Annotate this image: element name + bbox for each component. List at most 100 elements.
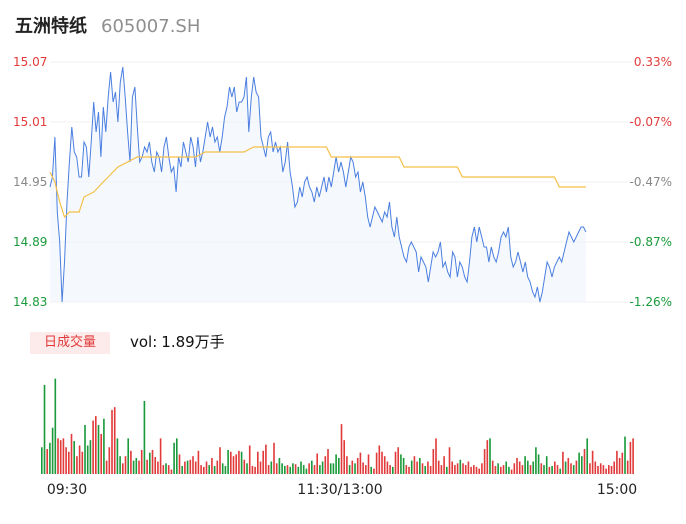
volume-bar — [205, 461, 208, 474]
volume-bar — [562, 451, 564, 474]
volume-bar — [146, 459, 148, 474]
volume-bar — [429, 465, 432, 474]
volume-bar — [408, 466, 410, 474]
volume-bar — [316, 453, 319, 474]
volume-bar — [621, 452, 624, 474]
volume-bar — [346, 456, 348, 474]
volume-bar — [70, 433, 73, 474]
volume-bar — [275, 463, 278, 474]
volume-bar — [95, 416, 97, 474]
volume-bar — [554, 461, 556, 474]
volume-bar — [197, 450, 200, 474]
volume-bar — [173, 442, 175, 474]
price-tick-label: 14.83 — [13, 295, 47, 309]
volume-bar — [192, 456, 194, 474]
volume-bar — [338, 457, 340, 474]
volume-bar — [335, 454, 337, 474]
volume-bar — [456, 463, 459, 474]
time-tick-label: 09:30 — [47, 482, 87, 498]
volume-bars — [41, 378, 634, 474]
volume-bar — [41, 447, 43, 474]
volume-bar — [405, 465, 408, 474]
volume-bar — [281, 463, 283, 474]
price-area-fill — [50, 67, 586, 302]
volume-bar — [259, 461, 262, 474]
volume-bar — [140, 449, 143, 474]
volume-bar — [116, 438, 119, 474]
volume-bar — [632, 438, 634, 474]
volume-bar — [265, 444, 267, 474]
time-tick-label: 11:30/13:00 — [297, 482, 382, 498]
volume-bar — [381, 451, 383, 474]
volume-bar — [383, 456, 386, 474]
volume-bar — [286, 465, 289, 474]
volume-bar — [111, 409, 113, 474]
volume-bar — [73, 441, 76, 474]
volume-bar — [92, 420, 94, 474]
volume-bar — [327, 449, 329, 474]
stock-header: 五洲特纸 605007.SH — [15, 12, 200, 40]
volume-bar — [68, 451, 70, 474]
volume-bar — [289, 466, 292, 474]
volume-bar — [78, 445, 81, 474]
volume-bar — [597, 465, 599, 474]
volume-bar — [583, 449, 586, 474]
price-tick-label: 14.89 — [13, 235, 47, 249]
volume-bar — [49, 442, 51, 474]
volume-bar — [518, 461, 521, 474]
volume-bar — [324, 456, 327, 474]
volume-bar — [100, 433, 103, 474]
volume-bar — [184, 461, 186, 474]
volume-bar — [459, 459, 462, 474]
volume-bar — [626, 460, 629, 474]
volume-bar — [467, 461, 470, 474]
volume-bar — [432, 449, 435, 474]
volume-bar — [89, 440, 92, 474]
volume-bar — [435, 438, 437, 474]
volume-bar — [359, 452, 362, 474]
volume-bar — [373, 468, 375, 474]
volume-bar — [578, 452, 580, 474]
volume-bar — [203, 466, 205, 474]
volume-bar — [292, 463, 294, 474]
volume-readout-label: vol: — [130, 333, 158, 351]
volume-bar — [537, 454, 540, 474]
volume-bar — [489, 438, 491, 474]
volume-bar — [473, 465, 475, 474]
volume-bar — [305, 468, 308, 474]
volume-bar — [270, 461, 273, 474]
volume-bar — [362, 462, 364, 474]
volume-bar — [540, 463, 543, 474]
volume-bar — [486, 440, 489, 474]
volume-bar — [618, 457, 621, 474]
volume-bar — [559, 468, 562, 474]
volume-bar — [103, 418, 105, 474]
volume-bar — [451, 461, 454, 474]
price-tick-label: 15.07 — [13, 55, 47, 69]
volume-bar — [127, 438, 130, 474]
volume-bar — [251, 465, 254, 474]
price-tick-label: 14.95 — [13, 175, 47, 189]
volume-tab[interactable]: 日成交量 — [30, 332, 110, 354]
volume-bar — [356, 457, 359, 474]
volume-bar — [446, 466, 448, 474]
volume-bar — [508, 466, 510, 474]
volume-bar — [254, 466, 256, 474]
volume-bar — [629, 441, 632, 474]
volume-bar — [86, 445, 89, 474]
volume-bar — [302, 465, 305, 474]
volume-bar — [65, 447, 67, 474]
volume-bar — [421, 463, 424, 474]
volume-bar — [610, 465, 613, 474]
percent-tick-label: -1.26% — [630, 295, 672, 309]
volume-bar — [513, 463, 516, 474]
volume-bar — [308, 463, 310, 474]
volume-bar — [138, 460, 140, 474]
volume-bar — [216, 460, 219, 474]
volume-bar — [443, 456, 445, 474]
volume-bar — [599, 463, 602, 474]
volume-bar — [108, 447, 111, 474]
volume-bar — [424, 465, 427, 474]
volume-bar — [211, 457, 213, 474]
volume-bar — [394, 451, 397, 474]
